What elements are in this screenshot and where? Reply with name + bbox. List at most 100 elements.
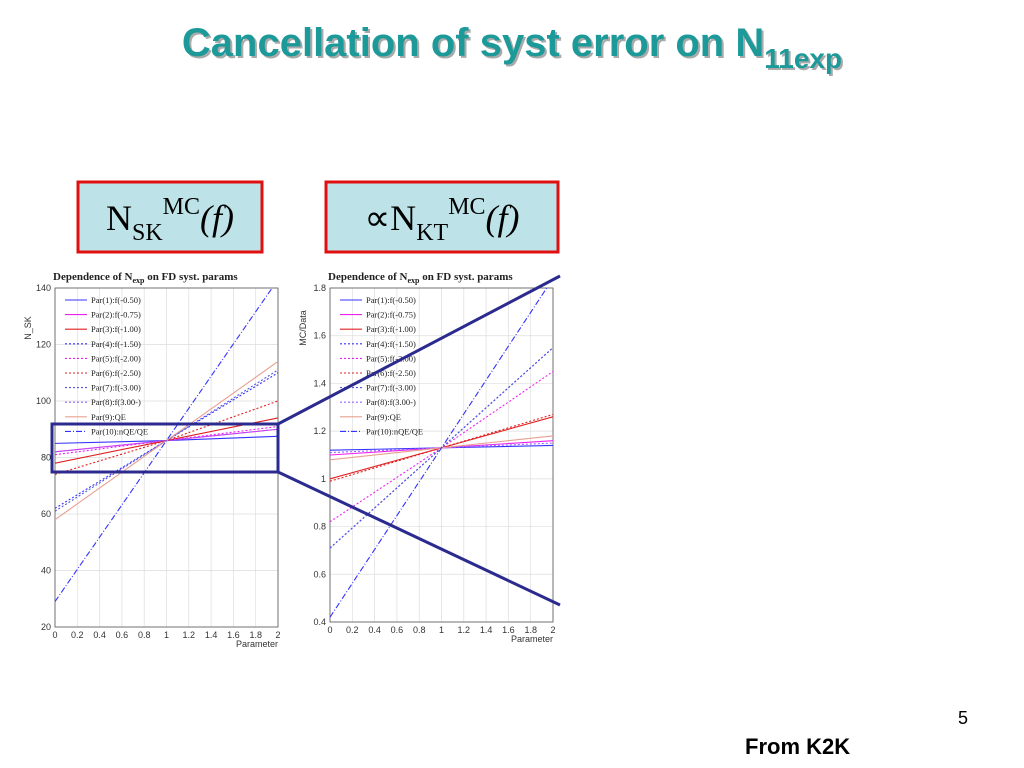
legend-label: Par(10):nQE/QE — [91, 426, 148, 436]
x-tick-label: 0.6 — [116, 630, 129, 640]
x-tick-label: 0.6 — [391, 625, 404, 635]
series-line — [55, 288, 273, 602]
series-line — [330, 442, 553, 454]
y-tick-label: 1.8 — [313, 283, 326, 293]
series-group — [330, 288, 553, 618]
x-tick-label: 0.8 — [138, 630, 151, 640]
x-axis-label: Parameter — [511, 634, 553, 644]
label-box — [76, 180, 264, 254]
x-tick-label: 0 — [327, 625, 332, 635]
x-tick-label: 0.2 — [346, 625, 359, 635]
y-axis-label: MC/Data — [298, 310, 308, 346]
box-base: N — [106, 198, 132, 238]
y-tick-label: 0.6 — [313, 569, 326, 579]
series-group — [55, 288, 278, 602]
box-label: NSKMC(f) — [106, 194, 234, 246]
box-base: ∝N — [364, 198, 416, 238]
legend-label: Par(4):f(-1.50) — [91, 339, 141, 349]
y-tick-label: 140 — [36, 283, 51, 293]
x-tick-label: 1.2 — [183, 630, 196, 640]
legend-label: Par(8):f(3.00-) — [366, 397, 416, 407]
x-tick-label: 0.4 — [93, 630, 106, 640]
chart-title: Dependence of Nexp on FD syst. params — [53, 271, 238, 285]
y-tick-label: 60 — [41, 509, 51, 519]
chart-title-end: on FD syst. params — [419, 271, 513, 283]
y-tick-label: 1.2 — [313, 426, 326, 436]
legend-label: Par(5):f(-2.00) — [91, 353, 141, 363]
chart-title-sub: exp — [132, 276, 145, 285]
x-tick-label: 1 — [164, 630, 169, 640]
x-tick-label: 0.4 — [368, 625, 381, 635]
y-tick-label: 120 — [36, 340, 51, 350]
legend-label: Par(7):f(-3.00) — [91, 383, 141, 393]
legend-label: Par(3):f(-1.00) — [91, 324, 141, 334]
legend-label: Par(6):f(-2.50) — [366, 368, 416, 378]
legend-label: Par(7):f(-3.00) — [366, 383, 416, 393]
y-tick-label: 0.8 — [313, 522, 326, 532]
zoom-line — [277, 274, 561, 426]
box-sup: MC — [163, 194, 200, 220]
x-tick-label: 0 — [52, 630, 57, 640]
y-tick-label: 80 — [41, 453, 51, 463]
x-tick-label: 0.8 — [413, 625, 426, 635]
legend-label: Par(2):f(-0.75) — [366, 310, 416, 320]
box-sub: KT — [416, 220, 448, 246]
x-tick-label: 1.6 — [502, 625, 515, 635]
legend-label: Par(4):f(-1.50) — [366, 339, 416, 349]
y-tick-label: 0.4 — [313, 617, 326, 627]
series-line — [330, 288, 548, 618]
box-arg: (f) — [486, 198, 520, 238]
x-tick-label: 1 — [439, 625, 444, 635]
legend-label: Par(2):f(-0.75) — [91, 310, 141, 320]
chart-title: Dependence of Nexp on FD syst. params — [328, 271, 513, 285]
y-tick-label: 40 — [41, 566, 51, 576]
chart-title-end: on FD syst. params — [144, 271, 238, 283]
chart-title-text: Dependence of N — [328, 271, 407, 283]
label-box — [324, 180, 560, 254]
legend-label: Par(6):f(-2.50) — [91, 368, 141, 378]
y-tick-label: 1.6 — [313, 331, 326, 341]
zoom-box — [50, 422, 280, 474]
title-sub: 11exp — [764, 43, 842, 74]
page-number: 5 — [958, 708, 968, 728]
chart: 20 40 60 80 100 120 140 0 0.2 0.4 0.6 0.8 1 1.2 1.4 1.6… — [23, 262, 286, 649]
legend-label: Par(10):nQE/QE — [366, 426, 423, 436]
legend-label: Par(1):f(-0.50) — [366, 295, 416, 305]
series-line — [55, 372, 278, 509]
legend-label: Par(1):f(-0.50) — [91, 295, 141, 305]
zoom-line — [277, 470, 561, 607]
x-tick-label: 1.8 — [249, 630, 262, 640]
legend-label: Par(5):f(-2.00) — [366, 353, 416, 363]
x-axis-label: Parameter — [236, 639, 278, 649]
source: From K2K — [745, 734, 850, 759]
y-tick-label: 1 — [321, 474, 326, 484]
x-tick-label: 1.4 — [480, 625, 493, 635]
x-tick-label: 1.6 — [227, 630, 240, 640]
title-text: Cancellation of syst error on N — [182, 21, 764, 65]
chart: 0.4 0.6 0.8 1 1.2 1.4 1.6 1.8 0 0.2 0.4 0.6 0.8 1 1.2 1… — [298, 262, 561, 644]
legend-label: Par(8):f(3.00-) — [91, 397, 141, 407]
box-arg: (f) — [200, 198, 234, 238]
x-tick-label: 1.8 — [524, 625, 537, 635]
chart-panel — [30, 262, 286, 649]
y-tick-label: 1.4 — [313, 378, 326, 388]
y-axis-label: N_SK — [23, 316, 33, 340]
x-tick-label: 1.4 — [205, 630, 218, 640]
y-tick-label: 100 — [36, 396, 51, 406]
chart-title-sub: exp — [407, 276, 420, 285]
box-sup: MC — [448, 194, 485, 220]
x-tick-label: 1.2 — [458, 625, 471, 635]
box-sub: SK — [132, 220, 163, 246]
x-tick-label: 2 — [550, 625, 555, 635]
legend-label: Par(9):QE — [91, 412, 126, 422]
x-tick-label: 2 — [275, 630, 280, 640]
box-label: ∝NKTMC(f) — [364, 194, 519, 246]
slide-title: Cancellation of syst error on N11exp — [182, 21, 842, 74]
chart-title-text: Dependence of N — [53, 271, 132, 283]
legend-label: Par(3):f(-1.00) — [366, 324, 416, 334]
legend-label: Par(9):QE — [366, 412, 401, 422]
y-tick-label: 20 — [41, 622, 51, 632]
chart-panel — [305, 262, 561, 644]
